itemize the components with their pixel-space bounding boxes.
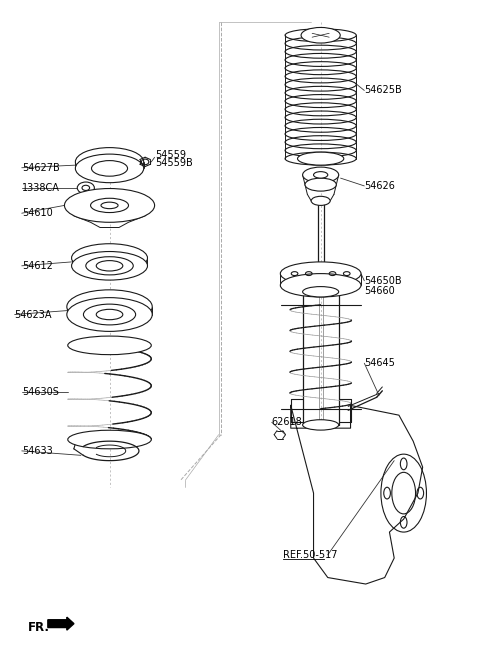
- Ellipse shape: [82, 185, 90, 191]
- Ellipse shape: [77, 182, 95, 194]
- Text: 54650B: 54650B: [364, 276, 402, 286]
- Text: REF.50-517: REF.50-517: [283, 550, 337, 560]
- Ellipse shape: [75, 154, 144, 183]
- Ellipse shape: [301, 28, 340, 43]
- Ellipse shape: [91, 198, 129, 213]
- Text: 54559: 54559: [156, 150, 187, 160]
- Ellipse shape: [313, 172, 328, 178]
- Ellipse shape: [68, 336, 151, 354]
- Ellipse shape: [67, 290, 152, 324]
- Ellipse shape: [64, 189, 155, 222]
- Text: 54559B: 54559B: [156, 158, 193, 168]
- Ellipse shape: [302, 287, 339, 297]
- Ellipse shape: [298, 152, 344, 165]
- Text: 54612: 54612: [22, 261, 53, 271]
- Text: 54610: 54610: [22, 208, 52, 218]
- Text: 54633: 54633: [22, 446, 52, 456]
- Ellipse shape: [75, 147, 144, 176]
- Text: 54626: 54626: [364, 181, 395, 191]
- Ellipse shape: [67, 297, 152, 331]
- Ellipse shape: [96, 261, 123, 271]
- Text: 62618: 62618: [272, 417, 302, 427]
- Ellipse shape: [302, 420, 339, 430]
- Text: FR.: FR.: [27, 621, 49, 634]
- Text: 54623A: 54623A: [14, 310, 52, 320]
- Ellipse shape: [84, 304, 136, 325]
- Ellipse shape: [280, 262, 361, 286]
- Text: 1338CA: 1338CA: [22, 183, 60, 193]
- Ellipse shape: [72, 252, 147, 280]
- Text: 54625B: 54625B: [364, 85, 402, 96]
- Ellipse shape: [311, 196, 330, 206]
- Ellipse shape: [280, 274, 361, 297]
- Ellipse shape: [86, 257, 133, 275]
- Ellipse shape: [72, 244, 147, 272]
- Ellipse shape: [92, 160, 128, 176]
- Text: 54645: 54645: [364, 358, 395, 368]
- Ellipse shape: [302, 167, 339, 183]
- Ellipse shape: [101, 202, 118, 209]
- Ellipse shape: [68, 430, 151, 449]
- Text: 54660: 54660: [364, 286, 395, 296]
- Ellipse shape: [305, 178, 336, 191]
- FancyArrow shape: [48, 617, 74, 630]
- Text: 54627B: 54627B: [22, 162, 60, 173]
- Ellipse shape: [96, 309, 123, 320]
- Text: 54630S: 54630S: [22, 388, 59, 398]
